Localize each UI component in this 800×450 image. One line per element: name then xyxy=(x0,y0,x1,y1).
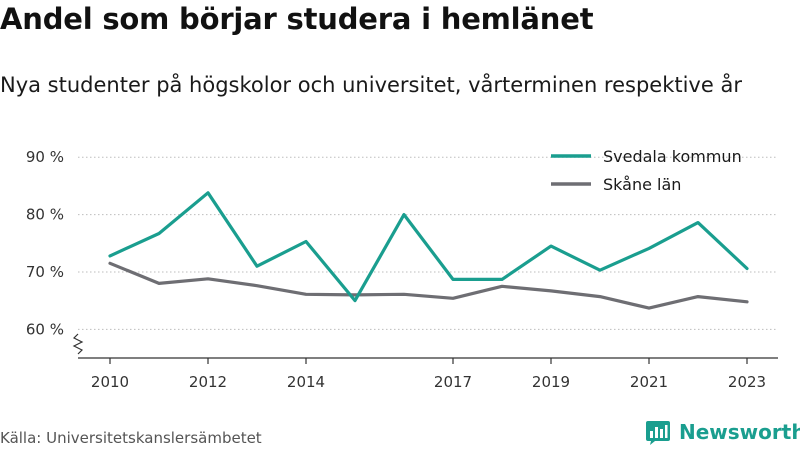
axis-break-icon xyxy=(72,333,84,355)
chart-subtitle: Nya studenter på högskolor och universit… xyxy=(0,73,742,97)
series-line-svedala xyxy=(108,191,749,303)
y-axis: 60 % 70 % 80 % 90 % xyxy=(26,148,84,355)
x-axis: 2010 2012 2014 2017 2019 2021 2023 xyxy=(78,357,778,391)
y-tick-label: 90 % xyxy=(26,148,64,166)
x-tick-label: 2023 xyxy=(728,373,766,391)
chart-title: Andel som börjar studera i hemlänet xyxy=(0,2,594,36)
x-tick-label: 2010 xyxy=(91,373,129,391)
x-tick-label: 2019 xyxy=(532,373,570,391)
x-tick-label: 2014 xyxy=(287,373,325,391)
y-tick-label: 80 % xyxy=(26,206,64,224)
source-note: Källa: Universitetskanslersämbetet xyxy=(0,429,262,447)
series-lines xyxy=(108,191,749,310)
legend-label: Skåne län xyxy=(603,175,681,194)
bar-chart-logo-icon xyxy=(646,421,670,445)
x-tick-label: 2021 xyxy=(630,373,668,391)
y-tick-label: 70 % xyxy=(26,263,64,281)
series-line-skane xyxy=(108,261,749,310)
brand-logo: Newsworthy xyxy=(645,419,800,445)
legend: Svedala kommun Skåne län xyxy=(551,147,742,194)
x-tick-label: 2012 xyxy=(189,373,227,391)
legend-label: Svedala kommun xyxy=(603,147,742,166)
line-chart: 60 % 70 % 80 % 90 % 2010 2012 2014 2017 2019 202… xyxy=(26,147,778,391)
x-tick-label: 2017 xyxy=(434,373,472,391)
y-tick-label: 60 % xyxy=(26,320,64,338)
brand-name: Newsworthy xyxy=(679,420,800,444)
grid-lines xyxy=(78,156,778,330)
